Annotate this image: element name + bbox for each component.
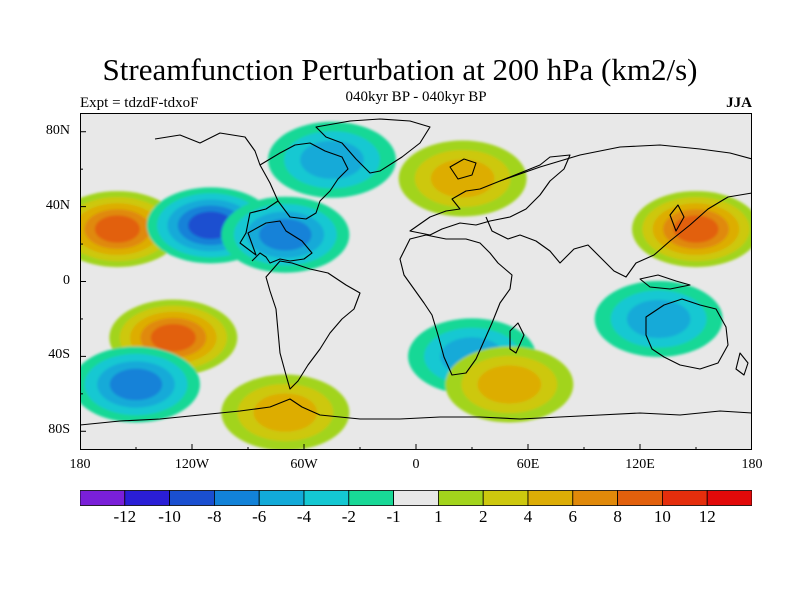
contour-band: [673, 215, 719, 243]
colorbar-label-11: 8: [613, 507, 622, 526]
contour-band: [477, 365, 542, 404]
colorbar-box-0: [80, 490, 126, 506]
contour-band: [300, 140, 364, 179]
colorbar-box-6: [348, 490, 394, 506]
colorbar-label-8: 2: [478, 507, 488, 526]
contour-band: [430, 159, 495, 198]
contour-band: [109, 368, 163, 401]
lat-label-40s: 40S: [48, 347, 70, 362]
contour-band: [259, 218, 312, 251]
colorbar-label-6: -1: [386, 507, 401, 526]
colorbar: [80, 490, 752, 506]
lon-label-60e: 60E: [516, 457, 540, 472]
perturbation-center-2: [221, 196, 350, 273]
experiment-label: Expt = tdzdF-tdxoF: [80, 95, 199, 111]
lat-label-40n: 40N: [45, 198, 70, 213]
colorbar-label-7: 1: [434, 507, 443, 526]
lon-label-0: 0: [412, 457, 420, 472]
lat-label-eq: 0: [63, 273, 70, 288]
colorbar-label-4: -4: [296, 507, 312, 526]
perturbation-center-4: [398, 140, 527, 217]
colorbar-box-7: [393, 490, 439, 506]
chart-title: Streamfunction Perturbation at 200 hPa (…: [102, 52, 698, 87]
colorbar-box-14: [706, 490, 752, 506]
lon-label-120e: 120E: [625, 457, 655, 472]
lat-label-80s: 80S: [48, 422, 70, 437]
chart-subtitle: 040kyr BP - 040kyr BP: [345, 89, 487, 105]
perturbation-center-11: [221, 374, 350, 450]
perturbation-center-8: [445, 346, 574, 423]
colorbar-label-10: 6: [568, 507, 578, 526]
colorbar-box-5: [303, 490, 350, 506]
perturbation-center-6: [594, 280, 723, 357]
colorbar-box-9: [482, 490, 529, 506]
perturbation-center-10: [80, 346, 200, 423]
colorbar-label-1: -10: [158, 507, 181, 526]
colorbar-box-2: [169, 490, 215, 506]
contour-band: [253, 393, 318, 432]
colorbar-label-2: -8: [207, 507, 222, 526]
contour-band: [626, 299, 691, 339]
colorbar-box-3: [213, 490, 260, 506]
colorbar-box-13: [662, 490, 708, 506]
perturbation-center-5: [632, 191, 752, 268]
colorbar-box-8: [437, 490, 484, 506]
lon-label-180e: 180: [741, 457, 763, 472]
colorbar-box-12: [617, 490, 663, 506]
colorbar-box-1: [124, 490, 170, 506]
colorbar-label-0: -12: [113, 507, 137, 526]
colorbar-label-13: 12: [698, 507, 716, 526]
map-plot: [80, 113, 752, 450]
colorbar-label-3: -6: [252, 507, 267, 526]
lon-label-180w: 180: [69, 457, 91, 472]
colorbar-label-5: -2: [341, 507, 356, 526]
coastlines: [80, 118, 752, 426]
lon-label-60w: 60W: [290, 457, 318, 472]
contour-band: [150, 323, 196, 352]
colorbar-box-11: [572, 490, 618, 506]
colorbar-label-9: 4: [523, 507, 533, 526]
contour-band: [94, 215, 140, 243]
lat-label-80n: 80N: [45, 123, 70, 138]
colorbar-box-4: [258, 490, 305, 506]
season-label: JJA: [726, 95, 752, 111]
perturbation-center-3: [268, 121, 396, 198]
lon-label-120w: 120W: [174, 457, 210, 472]
colorbar-label-12: 10: [653, 507, 671, 526]
colorbar-box-10: [527, 490, 574, 506]
